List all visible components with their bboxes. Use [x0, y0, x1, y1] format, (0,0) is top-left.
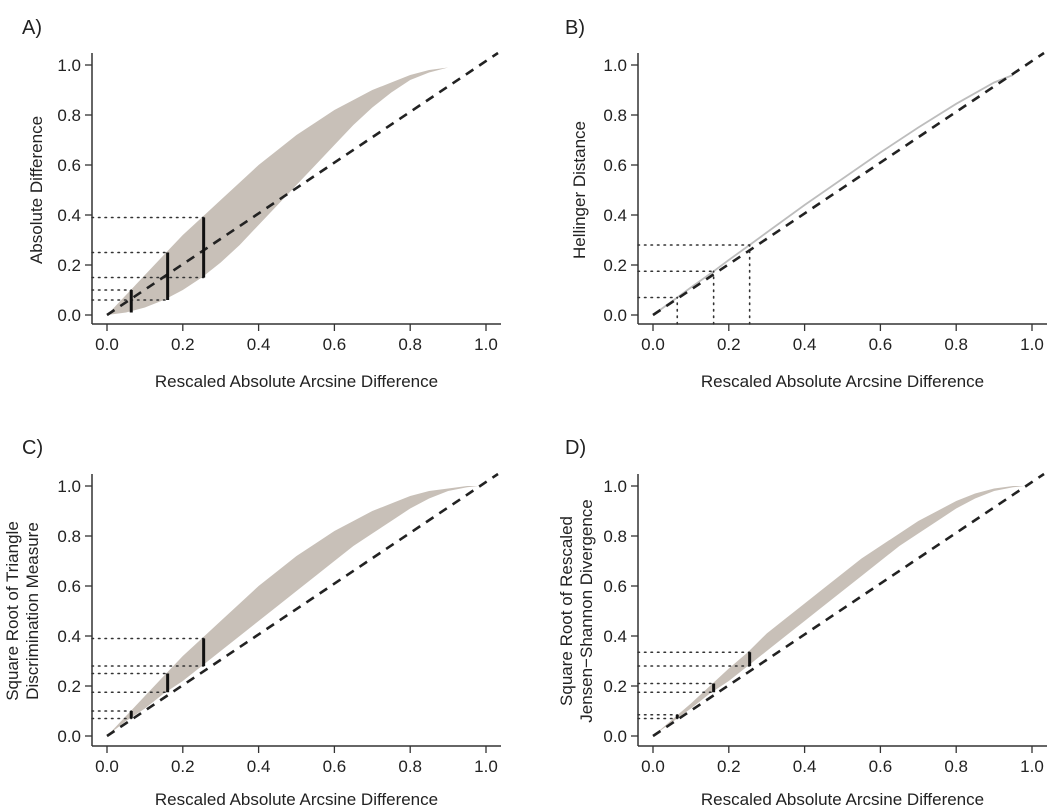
reference-dashed-line — [106, 51, 499, 317]
x-tick-label: 0.0 — [641, 335, 665, 354]
y-axis-title: Hellinger Distance — [570, 121, 589, 259]
reference-dashed-line — [652, 472, 1045, 738]
y-tick-label: 0.2 — [57, 677, 81, 696]
x-tick-label: 0.2 — [717, 757, 741, 776]
panel-c: C) 0.0 0.2 0.4 0.6 0.8 1.00.00.20.40.60.81.0 … — [3, 437, 501, 809]
y-tick-label: 0.4 — [57, 627, 81, 646]
panel-label: A) — [22, 17, 42, 39]
y-tick-label: 0.2 — [57, 256, 81, 275]
y-axis-title-line: Jensen−Shannon Divergence — [577, 499, 596, 723]
x-tick-label: 0.2 — [171, 335, 195, 354]
y-axis-title: Square Root of RescaledJensen−Shannon Di… — [557, 499, 596, 723]
x-tick-label: 0.8 — [398, 335, 422, 354]
y-tick-label: 0.6 — [57, 577, 81, 596]
y-tick-label: 0.4 — [57, 206, 81, 225]
y-axis-title-line: Square Root of Triangle — [3, 521, 22, 701]
x-tick-label: 0.4 — [793, 335, 817, 354]
panel-b: B) 0.0 0.2 0.4 0.6 0.8 1.00.00.20.40.60.81.0 … — [565, 17, 1047, 391]
panel-label: C) — [22, 437, 43, 459]
y-tick-label: 0.4 — [603, 627, 627, 646]
x-tick-label: 0.4 — [247, 335, 271, 354]
x-tick-label: 0.8 — [398, 757, 422, 776]
x-axis-title: Rescaled Absolute Arcsine Difference — [701, 372, 984, 391]
y-tick-label: 1.0 — [603, 477, 627, 496]
reference-dashed-line — [652, 51, 1045, 317]
x-axis-title: Rescaled Absolute Arcsine Difference — [155, 372, 438, 391]
y-axis-title-line: Hellinger Distance — [570, 121, 589, 259]
y-tick-label: 0.0 — [57, 727, 81, 746]
y-axis-title-line: Square Root of Rescaled — [557, 516, 576, 706]
y-tick-label: 0.0 — [603, 727, 627, 746]
y-tick-label: 0.2 — [603, 677, 627, 696]
panel-a: A) 0.0 0.2 0.4 0.6 0.8 1.00.00.20.40.60.81.0 … — [22, 17, 501, 391]
y-tick-label: 0.2 — [603, 256, 627, 275]
x-tick-label: 0.0 — [95, 757, 119, 776]
y-tick-label: 0.8 — [603, 106, 627, 125]
panel-label: B) — [565, 17, 585, 39]
y-tick-label: 0.6 — [603, 577, 627, 596]
y-tick-label: 1.0 — [57, 56, 81, 75]
y-tick-label: 0.4 — [603, 206, 627, 225]
plot-area: 0.0 0.2 0.4 0.6 0.8 1.0 0.0 0.2 0.4 0.6 0.8 1.0 — [603, 472, 1047, 776]
y-tick-label: 0.0 — [57, 306, 81, 325]
y-axis-title-line: Absolute Difference — [27, 116, 46, 264]
x-tick-label: 0.6 — [323, 757, 347, 776]
x-tick-label: 0.8 — [944, 757, 968, 776]
x-tick-label: 0.4 — [247, 757, 271, 776]
x-tick-label: 0.8 — [944, 335, 968, 354]
band-area — [107, 65, 479, 315]
x-tick-label: 1.0 — [1020, 757, 1044, 776]
x-tick-label: 0.6 — [869, 335, 893, 354]
panel-d: D) 0.0 0.2 0.4 0.6 0.8 1.00.00.20.40.60.81.0 … — [557, 437, 1047, 809]
y-tick-label: 0.0 — [603, 306, 627, 325]
y-tick-label: 0.6 — [603, 156, 627, 175]
plot-area: 0.0 0.2 0.4 0.6 0.8 1.0 0.0 0.2 0.4 0.6 0.8 1.0 — [57, 51, 501, 354]
x-tick-label: 0.2 — [171, 757, 195, 776]
x-axis-title: Rescaled Absolute Arcsine Difference — [155, 790, 438, 809]
y-tick-label: 0.8 — [603, 527, 627, 546]
y-tick-label: 0.6 — [57, 156, 81, 175]
y-axis-title: Absolute Difference — [27, 116, 46, 264]
x-tick-label: 0.0 — [95, 335, 119, 354]
x-tick-label: 1.0 — [1020, 335, 1044, 354]
y-tick-label: 1.0 — [603, 56, 627, 75]
x-tick-label: 0.6 — [869, 757, 893, 776]
plot-area: 0.0 0.2 0.4 0.6 0.8 1.0 0.0 0.2 0.4 0.6 0.8 1.0 — [603, 51, 1047, 354]
x-axis-title: Rescaled Absolute Arcsine Difference — [701, 790, 984, 809]
x-tick-label: 1.0 — [474, 335, 498, 354]
y-tick-label: 1.0 — [57, 477, 81, 496]
x-tick-label: 0.4 — [793, 757, 817, 776]
y-axis-title: Square Root of TriangleDiscrimination Me… — [3, 521, 42, 701]
plot-area: 0.0 0.2 0.4 0.6 0.8 1.0 0.0 0.2 0.4 0.6 0.8 1.0 — [57, 472, 501, 776]
reference-dashed-line — [106, 472, 499, 738]
y-tick-label: 0.8 — [57, 527, 81, 546]
panel-label: D) — [565, 437, 586, 459]
x-tick-label: 0.6 — [323, 335, 347, 354]
series-line — [652, 74, 1014, 316]
y-axis-title-line: Discrimination Measure — [23, 522, 42, 700]
y-tick-label: 0.8 — [57, 106, 81, 125]
x-tick-label: 1.0 — [474, 757, 498, 776]
x-tick-label: 0.0 — [641, 757, 665, 776]
x-tick-label: 0.2 — [717, 335, 741, 354]
